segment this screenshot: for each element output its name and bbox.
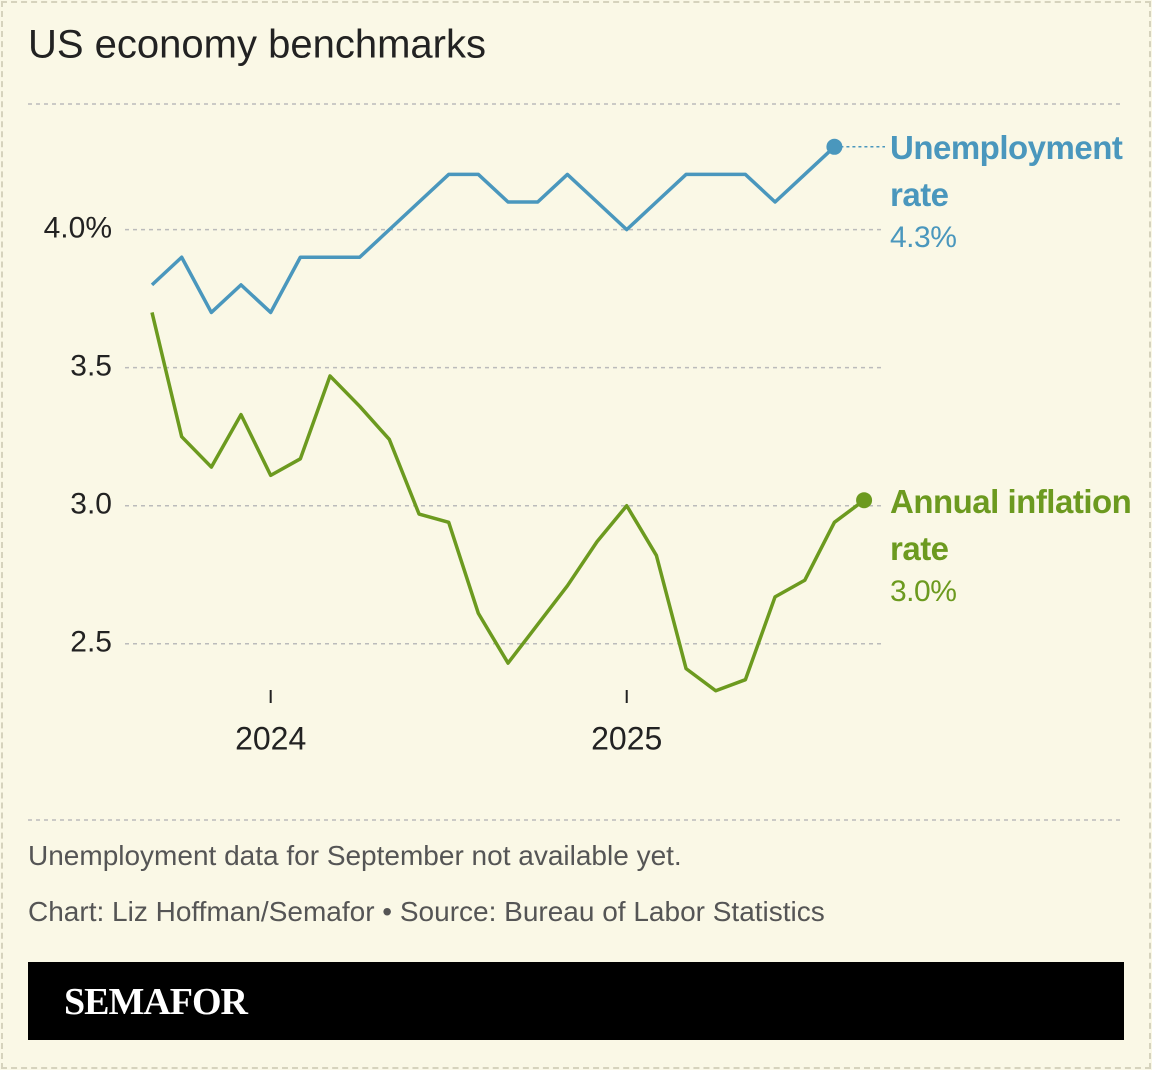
inflation-annotation: Annual inflation rate 3.0% (890, 478, 1145, 612)
line (150, 145, 836, 315)
chart-title: US economy benchmarks (28, 23, 486, 67)
unemployment-annotation: Unemployment rate 4.3% (890, 124, 1145, 258)
note: Unemployment data for September not avai… (28, 840, 682, 871)
end-dot (826, 138, 843, 155)
y-tick-label: 2.5 (70, 626, 112, 659)
value-label: 3.0% (890, 575, 957, 608)
value-label: 4.3% (890, 221, 957, 254)
line (150, 312, 866, 693)
brand-bar: SEMAFOR (28, 962, 1124, 1040)
y-tick-label: 4.0% (44, 212, 112, 245)
x-tick-label: 2025 (591, 720, 662, 756)
series-label: Annual inflation rate (890, 483, 1132, 567)
credit: Chart: Liz Hoffman/Semafor • Source: Bur… (28, 896, 825, 927)
end-dot (856, 492, 873, 509)
x-tick-label: 2024 (235, 720, 306, 756)
y-tick-label: 3.5 (70, 350, 112, 383)
series-label: Unemployment rate (890, 129, 1123, 213)
y-tick-label: 3.0 (70, 488, 112, 521)
brand: SEMAFOR (64, 981, 248, 1023)
